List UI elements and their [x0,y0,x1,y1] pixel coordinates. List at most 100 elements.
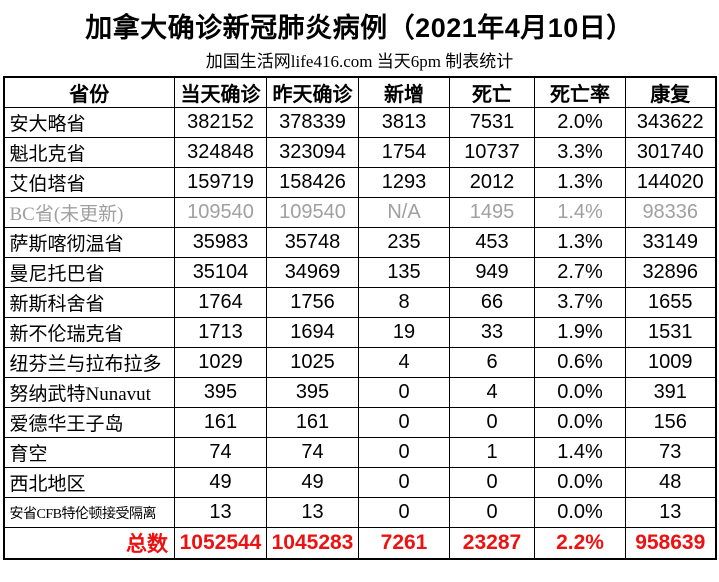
province-cell: BC省(未更新) [3,197,175,228]
today-cell: 1029 [174,347,267,378]
table-row: 安大略省 382152 378339 3813 7531 2.0% 343622 [3,107,716,138]
recovered-cell: 144020 [625,167,716,198]
new-cell: N/A [358,197,450,228]
yesterday-cell: 35748 [266,227,359,258]
deaths-cell: 0 [449,497,535,528]
deaths-cell: 6 [449,347,535,378]
yesterday-cell: 395 [266,377,359,408]
death-rate-cell: 3.7% [534,287,626,318]
yesterday-cell: 109540 [266,197,359,228]
table-row: 新斯科舍省 1764 1756 8 66 3.7% 1655 [3,287,716,318]
recovered-cell: 391 [625,377,716,408]
table-row: 纽芬兰与拉布拉多 1029 1025 4 6 0.6% 1009 [3,347,716,378]
province-cell: 西北地区 [3,467,175,498]
table-row: 育空 74 74 0 1 1.4% 73 [3,437,716,468]
today-cell: 1713 [174,317,267,348]
death-rate-cell: 0.0% [534,377,626,408]
page-title: 加拿大确诊新冠肺炎病例（2021年4月10日） [85,13,634,43]
new-cell: 0 [358,377,450,408]
table-row: 艾伯塔省 159719 158426 1293 2012 1.3% 144020 [3,167,716,198]
death-rate-cell: 1.3% [534,167,626,198]
death-rate-cell: 1.4% [534,437,626,468]
today-cell: 324848 [174,137,267,168]
yesterday-cell: 1025 [266,347,359,378]
death-rate-cell: 2.7% [534,257,626,288]
today-cell: 13 [174,497,267,528]
today-cell: 35104 [174,257,267,288]
yesterday-cell: 161 [266,407,359,438]
deaths-cell: 66 [449,287,535,318]
new-cell: 0 [358,437,450,468]
yesterday-cell: 323094 [266,137,359,168]
today-cell: 159719 [174,167,267,198]
today-cell: 35983 [174,227,267,258]
deaths-cell: 0 [449,467,535,498]
province-cell: 纽芬兰与拉布拉多 [3,347,175,378]
header-deaths: 死亡 [449,76,535,108]
today-cell: 109540 [174,197,267,228]
deaths-cell: 7531 [449,107,535,138]
yesterday-cell: 13 [266,497,359,528]
recovered-cell: 301740 [625,137,716,168]
today-cell: 161 [174,407,267,438]
header-death-rate: 死亡率 [534,76,626,108]
province-cell: 爱德华王子岛 [3,407,175,438]
recovered-cell: 343622 [625,107,716,138]
new-cell: 1293 [358,167,450,198]
deaths-cell: 4 [449,377,535,408]
province-cell: 艾伯塔省 [3,167,175,198]
death-rate-cell: 0.6% [534,347,626,378]
today-cell: 382152 [174,107,267,138]
recovered-cell: 98336 [625,197,716,228]
new-cell: 135 [358,257,450,288]
new-cell: 0 [358,407,450,438]
total-label: 总数 [3,527,175,560]
recovered-cell: 1655 [625,287,716,318]
death-rate-cell: 1.3% [534,227,626,258]
total-death-rate: 2.2% [534,527,626,560]
death-rate-cell: 0.0% [534,497,626,528]
header-province: 省份 [3,76,175,108]
total-new: 7261 [358,527,450,560]
province-cell: 安省CFB特伦顿接受隔离 [3,497,175,528]
death-rate-cell: 2.0% [534,107,626,138]
death-rate-cell: 1.4% [534,197,626,228]
table-row: 曼尼托巴省 35104 34969 135 949 2.7% 32896 [3,257,716,288]
deaths-cell: 1495 [449,197,535,228]
table-row: 安省CFB特伦顿接受隔离 13 13 0 0 0.0% 13 [3,497,716,528]
page-subtitle: 加国生活网life416.com 当天6pm 制表统计 [205,52,514,71]
covid-stats-table: 省份 当天确诊 昨天确诊 新增 死亡 死亡率 康复 安大略省 382152 3783… [2,76,717,560]
recovered-cell: 73 [625,437,716,468]
province-cell: 萨斯喀彻温省 [3,227,175,258]
new-cell: 8 [358,287,450,318]
yesterday-cell: 158426 [266,167,359,198]
new-cell: 4 [358,347,450,378]
deaths-cell: 453 [449,227,535,258]
table-row: 西北地区 49 49 0 0 0.0% 48 [3,467,716,498]
death-rate-cell: 0.0% [534,467,626,498]
total-row: 总数 1052544 1045283 7261 23287 2.2% 95863… [3,527,716,560]
new-cell: 1754 [358,137,450,168]
table-row: 爱德华王子岛 161 161 0 0 0.0% 156 [3,407,716,438]
deaths-cell: 10737 [449,137,535,168]
new-cell: 0 [358,467,450,498]
province-cell: 努纳武特Nunavut [3,377,175,408]
recovered-cell: 33149 [625,227,716,258]
table-row: 努纳武特Nunavut 395 395 0 4 0.0% 391 [3,377,716,408]
total-today: 1052544 [174,527,267,560]
recovered-cell: 1531 [625,317,716,348]
province-cell: 新斯科舍省 [3,287,175,318]
header-new: 新增 [358,76,450,108]
table-row: 魁北克省 324848 323094 1754 10737 3.3% 301740 [3,137,716,168]
deaths-cell: 2012 [449,167,535,198]
death-rate-cell: 3.3% [534,137,626,168]
death-rate-cell: 1.9% [534,317,626,348]
deaths-cell: 1 [449,437,535,468]
yesterday-cell: 1694 [266,317,359,348]
total-recovered: 958639 [625,527,716,560]
province-cell: 育空 [3,437,175,468]
province-cell: 魁北克省 [3,137,175,168]
new-cell: 0 [358,497,450,528]
header-row: 省份 当天确诊 昨天确诊 新增 死亡 死亡率 康复 [3,76,716,108]
recovered-cell: 48 [625,467,716,498]
